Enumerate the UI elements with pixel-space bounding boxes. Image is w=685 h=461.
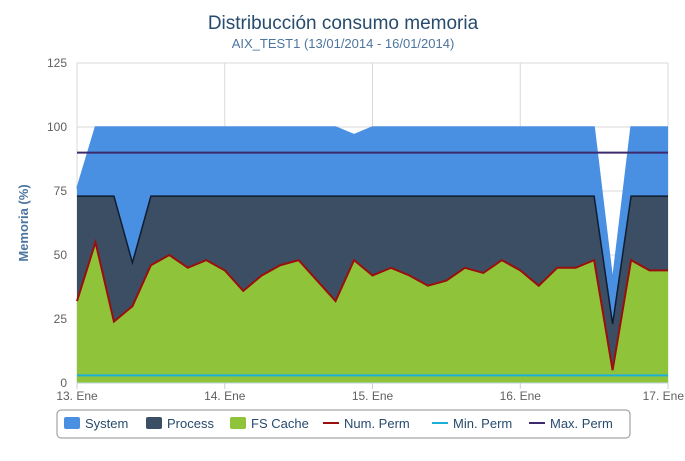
legend-item-system[interactable]: System	[64, 416, 128, 431]
legend-box	[56, 409, 631, 439]
area-edge-system	[76, 126, 668, 281]
legend-item-process[interactable]: Process	[146, 416, 214, 431]
area-edge-process	[77, 195, 668, 325]
y-tick-label: 75	[54, 184, 68, 198]
axes: 0 25 50 75 100 125 13. Ene 14. Ene 15. Ene 16. En…	[47, 56, 684, 403]
legend-label: Max. Perm	[550, 416, 613, 431]
x-tick-label: 16. Ene	[500, 389, 542, 403]
legend-swatch	[230, 417, 246, 429]
legend-item-fs-cache[interactable]: FS Cache	[230, 416, 309, 431]
y-tick-label: 100	[47, 120, 67, 134]
series-layer	[76, 126, 668, 383]
legend-label: Process	[167, 416, 214, 431]
y-tick-label: 50	[54, 248, 68, 262]
x-tick-label: 13. Ene	[56, 389, 98, 403]
legend-label: System	[85, 416, 128, 431]
area-fs-cache[interactable]	[77, 242, 668, 383]
chart-subtitle: AIX_TEST1 (13/01/2014 - 16/01/2014)	[232, 36, 455, 51]
legend-item-min-perm[interactable]: Min. Perm	[432, 416, 512, 431]
x-tick-label: 17. Ene	[643, 389, 685, 403]
y-tick-label: 125	[47, 56, 67, 70]
y-tick-label: 0	[60, 376, 67, 390]
x-tick-label: 15. Ene	[352, 389, 394, 403]
y-tick-label: 25	[54, 312, 68, 326]
y-axis-label: Memoria (%)	[16, 184, 31, 261]
legend-swatch	[146, 417, 162, 429]
line-num-perm[interactable]	[76, 238, 668, 371]
x-tick-label: 14. Ene	[204, 389, 246, 403]
legend-label: FS Cache	[251, 416, 309, 431]
legend-label: Num. Perm	[344, 416, 410, 431]
chart-title: Distribucción consumo memoria	[208, 13, 479, 34]
legend-item-num-perm[interactable]: Num. Perm	[323, 416, 410, 431]
legend-item-max-perm[interactable]: Max. Perm	[529, 416, 613, 431]
legend-swatch	[64, 417, 80, 429]
legend[interactable]: System Process FS Cache Num. Perm Min. Perm M…	[56, 409, 631, 439]
legend-label: Min. Perm	[453, 416, 512, 431]
